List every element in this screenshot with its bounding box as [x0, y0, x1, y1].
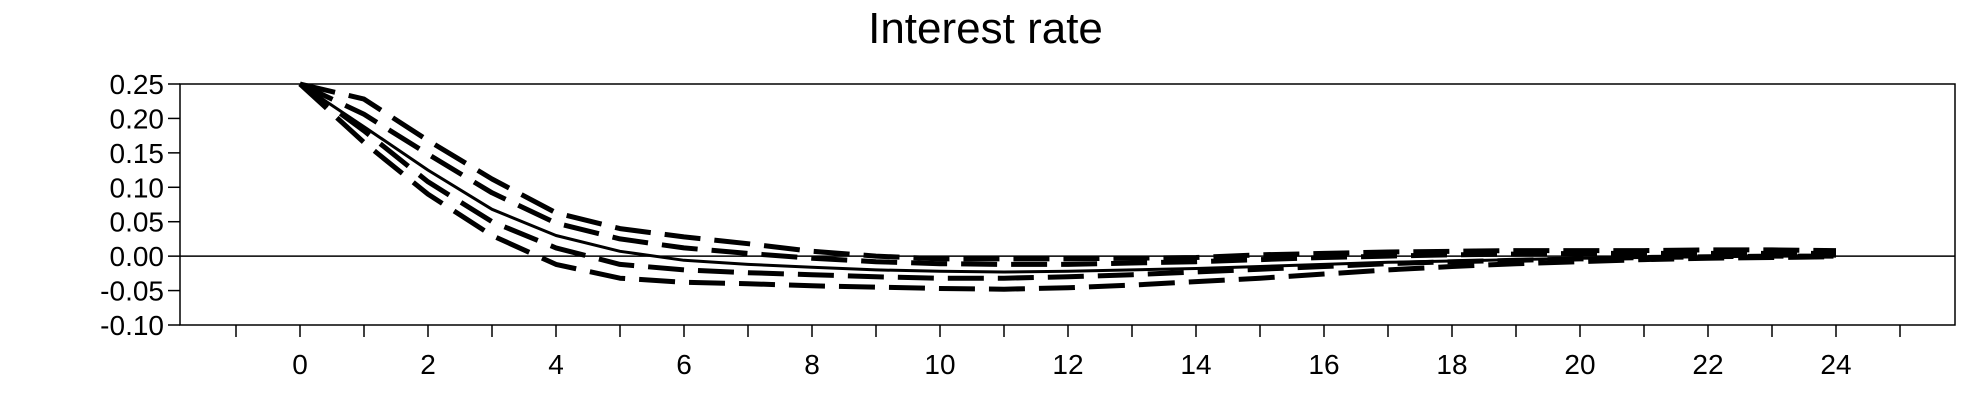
- series-layer: [298, 81, 1837, 292]
- y-tick-label: -0.10: [100, 310, 164, 341]
- x-tick-label: 10: [924, 349, 955, 380]
- y-tick-label: 0.20: [110, 103, 165, 134]
- y-tick-label: 0.10: [110, 172, 165, 203]
- y-tick-label: 0.15: [110, 138, 165, 169]
- x-tick-label: 6: [676, 349, 692, 380]
- x-tick-label: 14: [1180, 349, 1211, 380]
- x-tick-label: 4: [548, 349, 564, 380]
- x-tick-label: 2: [420, 349, 436, 380]
- x-tick-label: 12: [1052, 349, 1083, 380]
- y-tick-label: 0.25: [110, 69, 165, 100]
- x-axis: 0 2 4 6 8 10 12 14 16 18 20 22 24: [235, 325, 1901, 380]
- x-tick-label: 0: [292, 349, 308, 380]
- x-tick-label: 16: [1308, 349, 1339, 380]
- band-line-2: [298, 81, 1836, 267]
- x-tick-label: 20: [1564, 349, 1595, 380]
- x-tick-label: 8: [804, 349, 820, 380]
- y-tick-label: -0.05: [100, 276, 164, 307]
- band-line-4: [298, 82, 1837, 292]
- x-tick-label: 24: [1820, 349, 1851, 380]
- chart-title: Interest rate: [868, 4, 1103, 53]
- response-line-0: [299, 82, 1836, 274]
- y-tick-label: 0.05: [110, 207, 165, 238]
- band-line-1: [299, 81, 1837, 262]
- x-tick-label: 22: [1692, 349, 1723, 380]
- y-tick-label: 0.00: [110, 241, 165, 272]
- x-tick-label: 18: [1436, 349, 1467, 380]
- band-line-3: [298, 81, 1836, 281]
- y-axis: 0.250.20 0.150.10 0.050.00 -0.05-0.10: [100, 69, 180, 341]
